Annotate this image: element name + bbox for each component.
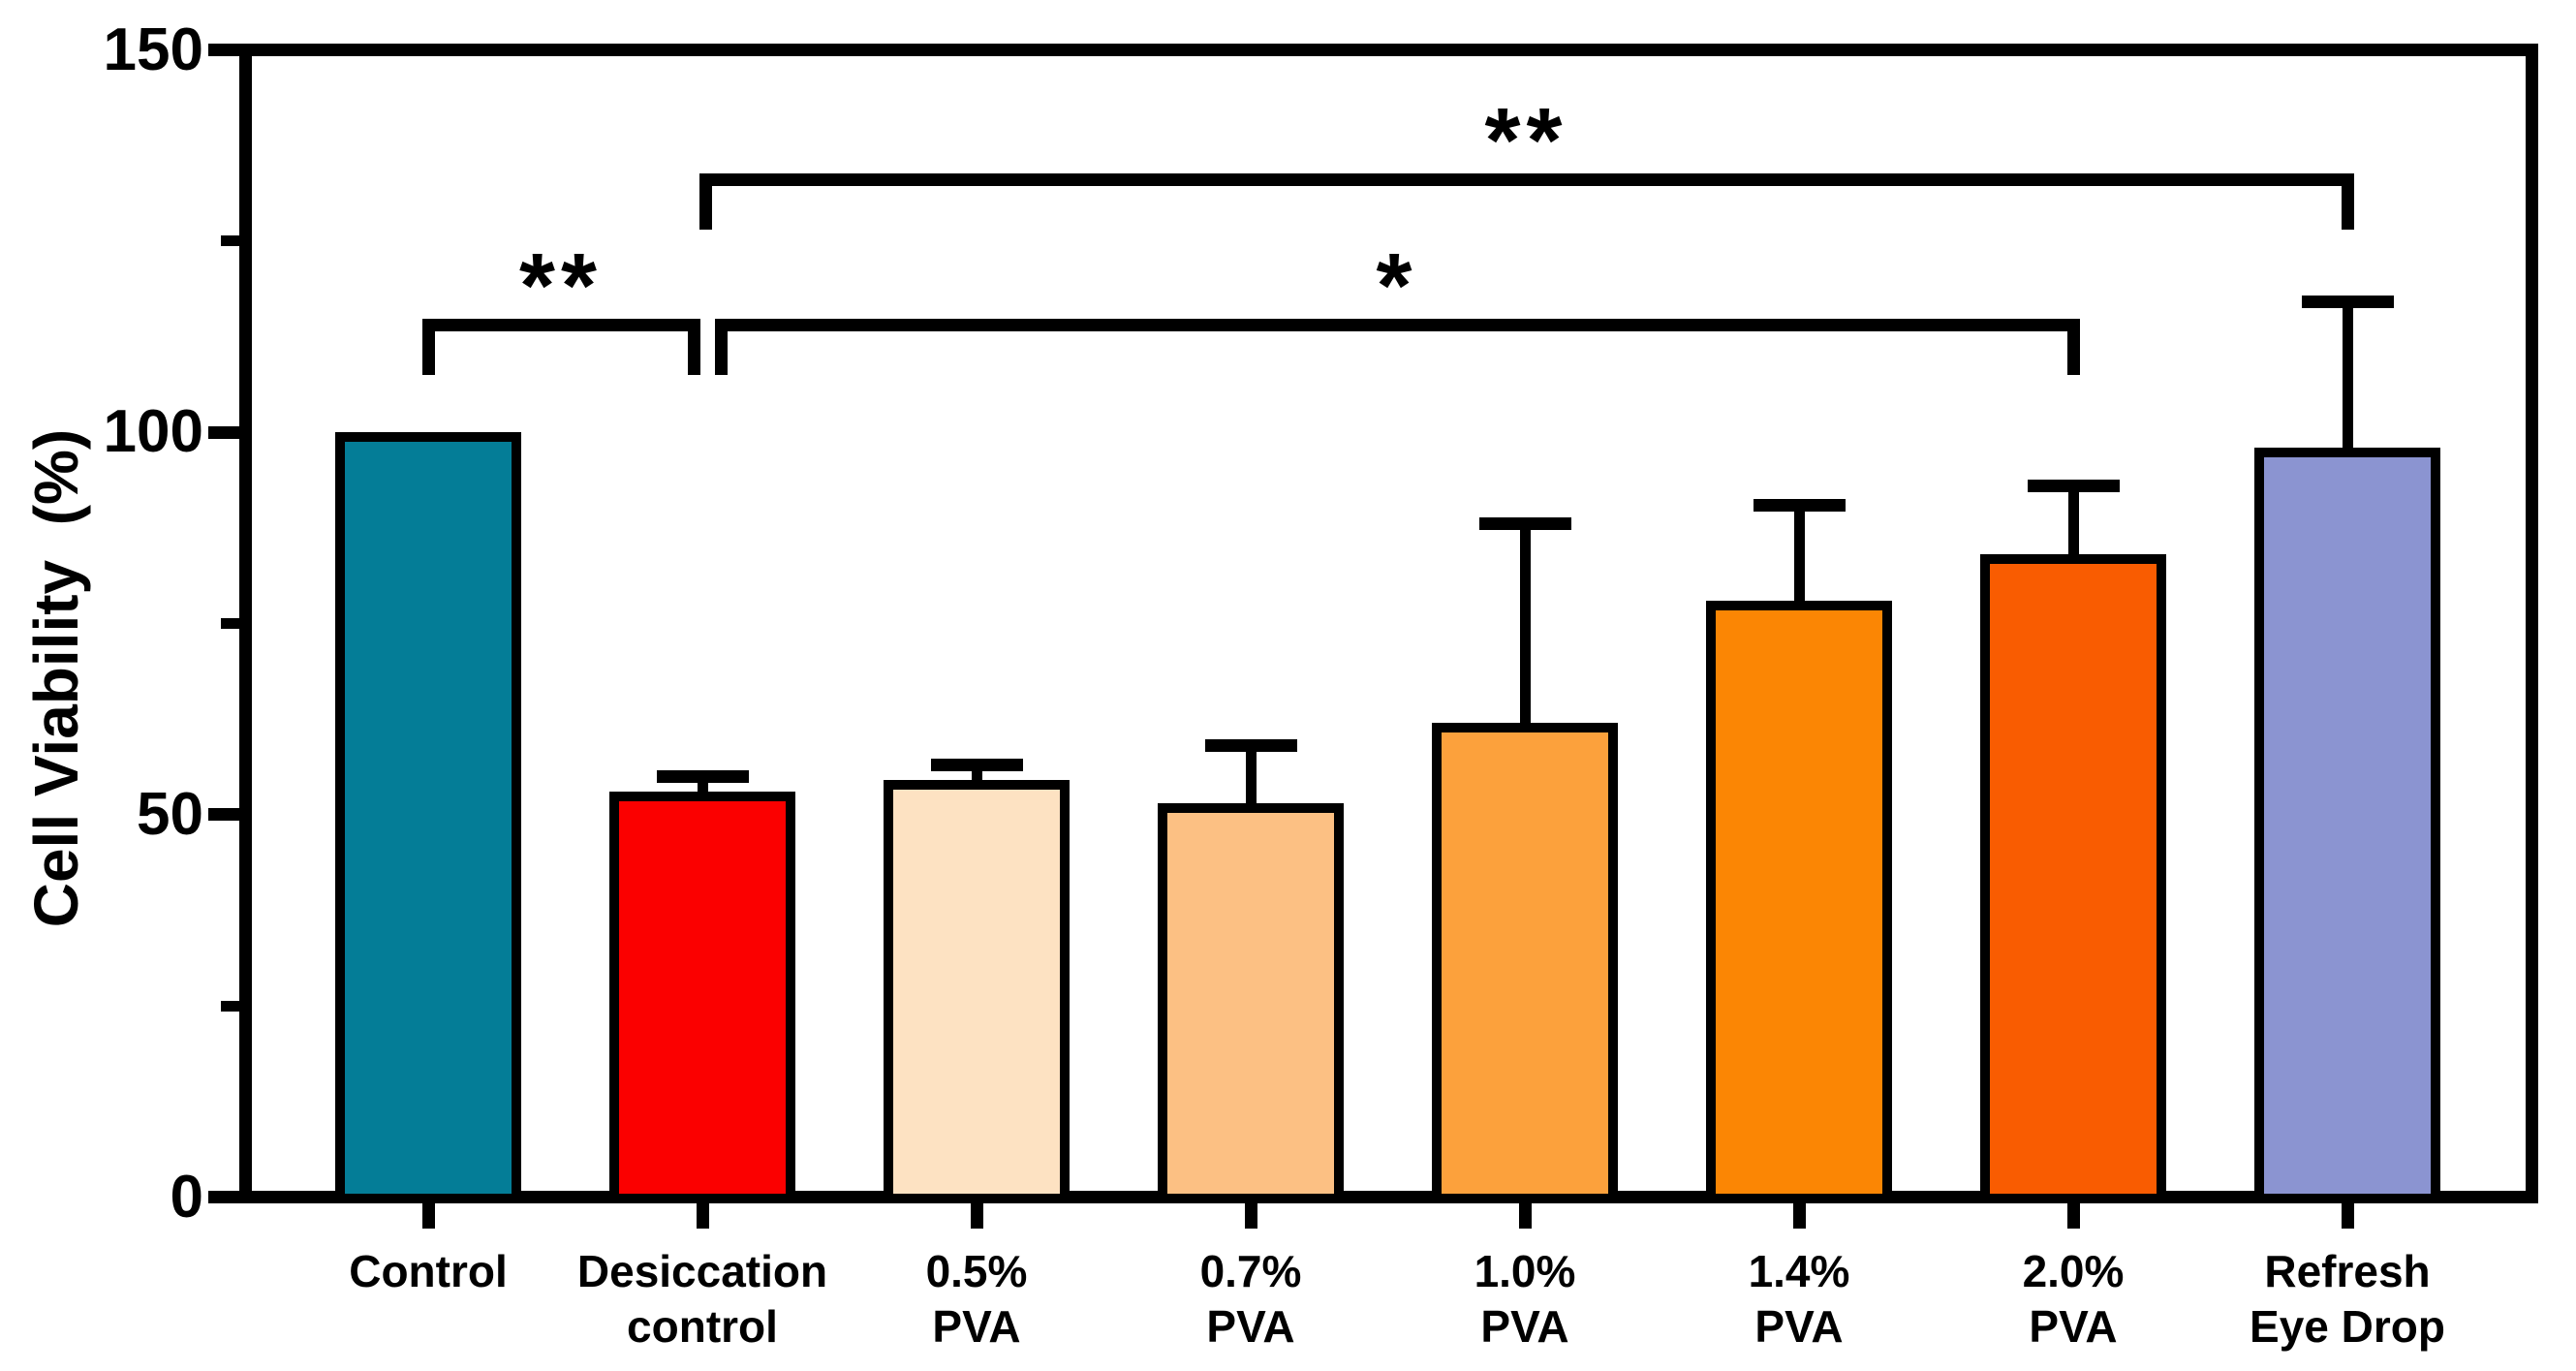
error-bar-cap: [1204, 739, 1297, 753]
x-tick: [1244, 1203, 1257, 1229]
x-tick: [696, 1203, 709, 1229]
y-tick-label: 0: [170, 1163, 203, 1231]
bar-1-0-: [1432, 723, 1618, 1203]
y-major-tick: [208, 44, 239, 56]
x-tick: [970, 1203, 983, 1229]
y-minor-tick: [221, 235, 239, 247]
x-category-label: Desiccation control: [576, 1246, 828, 1352]
bar-1-4-: [1706, 600, 1892, 1203]
y-major-tick: [208, 425, 239, 439]
y-major-tick: [208, 808, 239, 822]
error-bar-cap: [2301, 296, 2394, 309]
error-bar-line: [1245, 745, 1257, 823]
bar-2-0-: [1980, 554, 2166, 1203]
x-category-label: 0.5% PVA: [925, 1246, 1028, 1352]
bar-refresh: [2254, 447, 2440, 1203]
error-bar-cap: [1753, 498, 1846, 512]
x-category-label: 1.4% PVA: [1748, 1246, 1850, 1352]
error-bar-cap: [656, 769, 749, 783]
plot-frame: [239, 44, 2538, 1203]
error-bar-cap: [2027, 479, 2120, 492]
error-bar-line: [1519, 523, 1531, 743]
significance-label: **: [1484, 88, 1568, 192]
error-bar-line: [2067, 485, 2079, 575]
bar-control: [335, 432, 521, 1203]
error-bar-cap: [1478, 517, 1571, 531]
x-tick: [2341, 1203, 2354, 1229]
bar-0-5-: [884, 780, 1070, 1203]
bar-desiccation: [609, 792, 795, 1203]
significance-bracket: [698, 173, 2354, 231]
y-axis-title: Cell Viability (%): [21, 428, 91, 928]
x-tick: [421, 1203, 435, 1229]
x-category-label: Control: [349, 1246, 508, 1296]
y-tick-label: 150: [103, 16, 203, 83]
x-category-label: 0.7% PVA: [1199, 1246, 1302, 1352]
x-tick: [1518, 1203, 1532, 1229]
x-tick: [2066, 1203, 2080, 1229]
y-minor-tick: [221, 618, 239, 629]
error-bar-line: [2342, 301, 2353, 467]
x-category-label: Refresh Eye Drop: [2250, 1246, 2445, 1352]
significance-label: **: [519, 234, 603, 337]
y-tick-label: 100: [103, 398, 203, 466]
x-category-label: 1.0% PVA: [1474, 1246, 1576, 1352]
y-minor-tick: [221, 1000, 239, 1012]
y-tick-label: 50: [137, 780, 203, 848]
error-bar-cap: [930, 759, 1023, 772]
significance-label: *: [1376, 234, 1418, 337]
significance-bracket: [714, 319, 2080, 376]
significance-bracket: [421, 319, 700, 376]
bar-0-7-: [1158, 802, 1344, 1203]
x-tick: [1792, 1203, 1806, 1229]
y-major-tick: [208, 1191, 239, 1203]
error-bar-line: [1793, 505, 1805, 620]
x-category-label: 2.0% PVA: [2022, 1246, 2125, 1352]
